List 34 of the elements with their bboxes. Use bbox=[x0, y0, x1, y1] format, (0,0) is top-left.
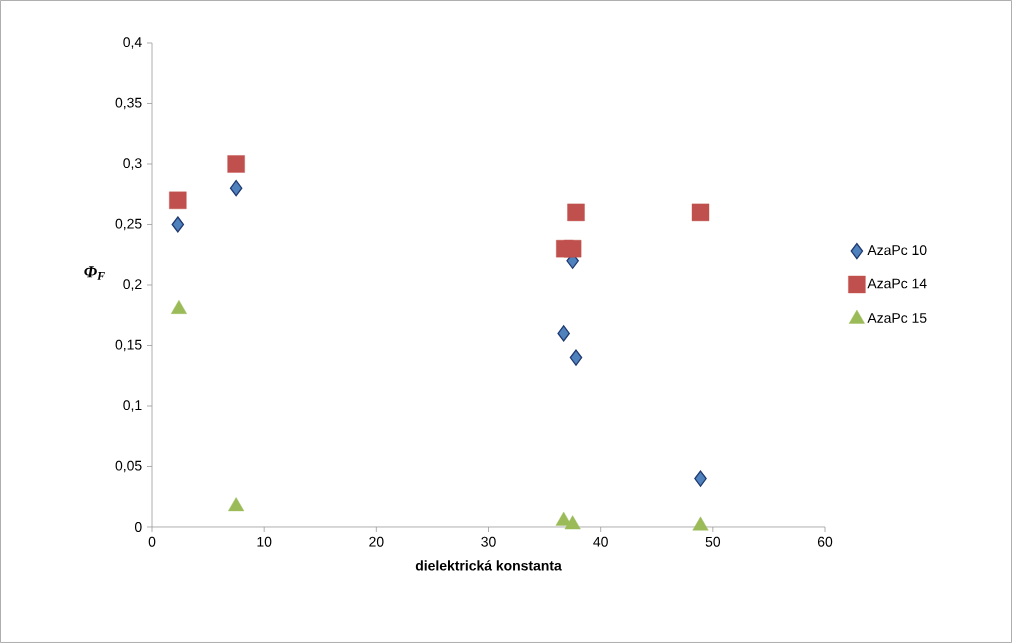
y-tick-label: 0,05 bbox=[115, 460, 142, 473]
y-tick-label: 0,35 bbox=[115, 97, 142, 110]
legend-label: AzaPc 10 bbox=[867, 245, 927, 256]
x-tick-label: 50 bbox=[705, 536, 721, 547]
point bbox=[567, 203, 585, 222]
point bbox=[227, 155, 245, 173]
x-tick-label: 60 bbox=[817, 536, 833, 547]
point bbox=[569, 349, 583, 366]
legend-label: AzaPc 14 bbox=[867, 278, 927, 289]
y-tick-label: 0,1 bbox=[123, 400, 142, 412]
point bbox=[171, 216, 185, 233]
point bbox=[228, 497, 245, 512]
point bbox=[692, 516, 709, 531]
point bbox=[229, 180, 243, 197]
x-axis-title: dielektrická konstanta bbox=[415, 560, 562, 571]
point bbox=[169, 191, 187, 209]
legend-label: AzaPc 15 bbox=[867, 313, 927, 323]
y-tick-label: 0,25 bbox=[115, 218, 142, 231]
y-axis-title: Φ$_{F}$ bbox=[84, 266, 105, 280]
point bbox=[694, 470, 707, 487]
point bbox=[691, 203, 710, 222]
point bbox=[557, 325, 570, 342]
x-tick-label: 0 bbox=[148, 536, 156, 547]
point bbox=[563, 239, 582, 258]
x-tick-label: 10 bbox=[257, 536, 272, 547]
y-tick-label: 0,3 bbox=[123, 158, 142, 170]
y-tick-label: 0,4 bbox=[123, 37, 142, 49]
y-tick-label: 0 bbox=[134, 522, 142, 532]
x-tick-label: 40 bbox=[593, 536, 608, 547]
y-tick-label: 0,15 bbox=[115, 339, 142, 352]
point bbox=[564, 515, 581, 530]
x-tick-label: 30 bbox=[481, 536, 496, 547]
y-tick-label: 0,2 bbox=[123, 279, 142, 291]
x-tick-label: 20 bbox=[369, 536, 384, 547]
